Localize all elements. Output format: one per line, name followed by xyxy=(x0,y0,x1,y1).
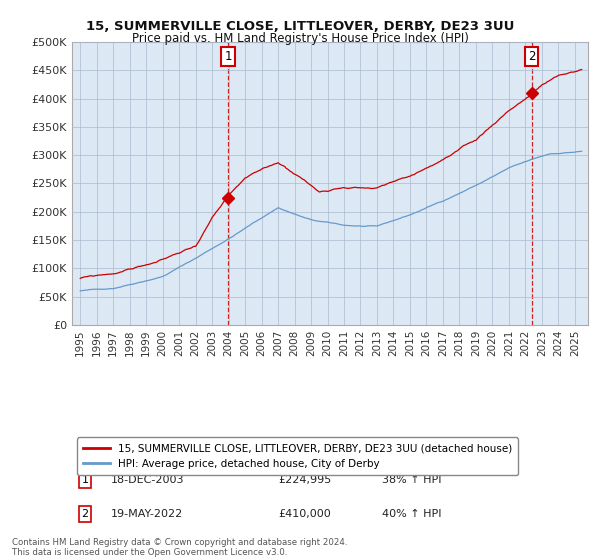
Text: 18-DEC-2003: 18-DEC-2003 xyxy=(110,475,184,486)
Text: 38% ↑ HPI: 38% ↑ HPI xyxy=(382,475,441,486)
Text: £410,000: £410,000 xyxy=(278,509,331,519)
Text: 2: 2 xyxy=(82,509,88,519)
Text: 1: 1 xyxy=(224,50,232,63)
Text: 1: 1 xyxy=(82,475,88,486)
Text: Price paid vs. HM Land Registry's House Price Index (HPI): Price paid vs. HM Land Registry's House … xyxy=(131,32,469,45)
Legend: 15, SUMMERVILLE CLOSE, LITTLEOVER, DERBY, DE23 3UU (detached house), HPI: Averag: 15, SUMMERVILLE CLOSE, LITTLEOVER, DERBY… xyxy=(77,437,518,475)
Text: 19-MAY-2022: 19-MAY-2022 xyxy=(110,509,183,519)
Text: Contains HM Land Registry data © Crown copyright and database right 2024.
This d: Contains HM Land Registry data © Crown c… xyxy=(12,538,347,557)
Text: £224,995: £224,995 xyxy=(278,475,332,486)
Text: 40% ↑ HPI: 40% ↑ HPI xyxy=(382,509,441,519)
Text: 2: 2 xyxy=(528,50,535,63)
Text: 15, SUMMERVILLE CLOSE, LITTLEOVER, DERBY, DE23 3UU: 15, SUMMERVILLE CLOSE, LITTLEOVER, DERBY… xyxy=(86,20,514,32)
